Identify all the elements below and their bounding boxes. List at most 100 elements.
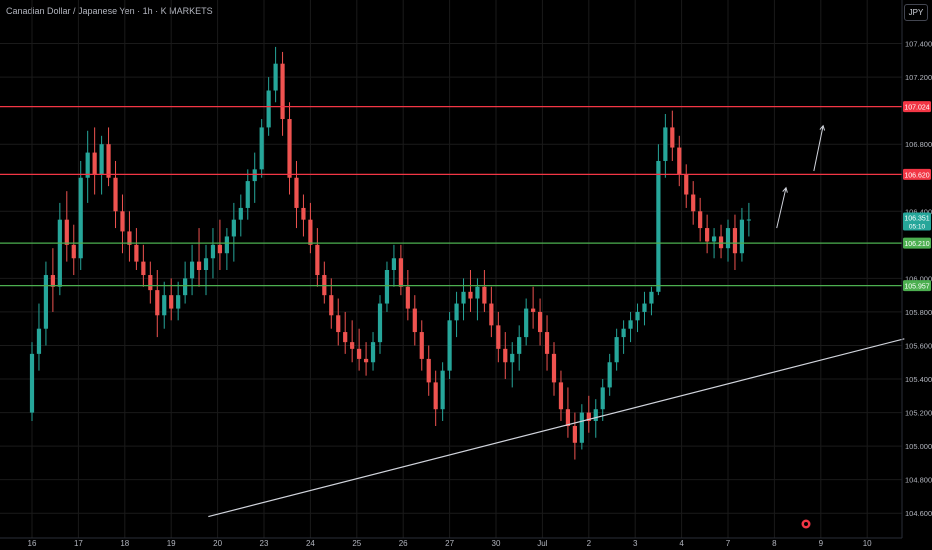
candle <box>510 342 515 388</box>
candle <box>656 144 661 296</box>
candle-body <box>551 353 557 383</box>
ascending-trendline <box>208 338 905 518</box>
candle <box>329 278 334 329</box>
candle <box>544 315 550 371</box>
candle <box>141 244 146 287</box>
candle-body <box>698 211 703 229</box>
trendline-layer[interactable] <box>208 124 905 518</box>
candle-body <box>663 127 668 161</box>
currency-button[interactable]: JPY <box>904 4 928 21</box>
candle <box>579 404 584 450</box>
candle-body <box>544 332 550 354</box>
candle-body <box>336 315 341 333</box>
candle-body <box>343 332 348 343</box>
candle-body <box>391 258 397 270</box>
candle <box>503 332 508 380</box>
candle <box>363 342 369 376</box>
price-tag-bg <box>903 101 931 113</box>
candle <box>162 281 167 329</box>
candle <box>419 320 424 371</box>
y-tick-label: 107.200 <box>905 73 932 82</box>
price-tag-label: 106.210 <box>904 241 929 248</box>
countdown-label: 05:10 <box>909 224 926 231</box>
candle <box>224 228 229 270</box>
candle-body <box>176 295 181 309</box>
arrow-shaft <box>813 125 824 172</box>
candle-body <box>266 90 271 128</box>
candle-body <box>607 362 612 388</box>
candle-body <box>120 211 125 232</box>
candle <box>391 244 397 287</box>
x-tick-label: Jul <box>537 539 547 548</box>
candle <box>496 311 501 363</box>
candle-body <box>433 382 438 410</box>
candle <box>92 127 97 195</box>
candle-body <box>273 63 278 91</box>
projection-arrow <box>776 186 788 229</box>
candle-body <box>586 412 591 421</box>
price-tag-bg <box>903 280 931 292</box>
candle <box>50 248 55 312</box>
candle-body <box>127 231 132 245</box>
support-price-tag: 105.957 <box>903 280 931 292</box>
candle <box>691 181 696 225</box>
candle <box>384 261 390 312</box>
candle-body <box>670 127 675 148</box>
candle <box>231 202 236 262</box>
candle-body <box>718 236 724 249</box>
candle <box>287 102 292 195</box>
candle <box>468 270 473 312</box>
candle <box>433 370 438 426</box>
candle-body <box>384 270 390 304</box>
arrow-head <box>782 186 788 193</box>
candle <box>461 278 466 321</box>
candle <box>739 207 745 262</box>
candle <box>134 228 139 270</box>
candle <box>600 379 605 421</box>
candle-body <box>280 63 285 120</box>
candle <box>315 228 320 287</box>
candle-body <box>183 278 188 296</box>
candle-body <box>196 261 202 270</box>
candle <box>370 332 376 371</box>
event-marker-dot <box>804 522 808 526</box>
candle-body <box>106 144 111 178</box>
price-tag-bg <box>903 168 931 180</box>
candle <box>572 412 577 460</box>
candle-body <box>565 409 571 426</box>
candle-body <box>85 152 90 178</box>
candle <box>106 127 111 187</box>
current-price-label: 106.351 <box>904 216 929 223</box>
candle-body <box>419 332 424 359</box>
candle <box>531 286 536 329</box>
candle-body <box>217 244 223 254</box>
candle-body <box>739 219 745 254</box>
resistance-price-tag: 107.024 <box>903 101 931 113</box>
x-tick-label: 19 <box>167 539 176 548</box>
candle-body <box>134 244 139 262</box>
arrow-head <box>819 124 826 131</box>
candle-body <box>531 308 536 312</box>
y-tick-label: 106.000 <box>905 274 932 283</box>
x-tick-label: 8 <box>772 539 777 548</box>
horizontal-levels[interactable] <box>0 106 902 287</box>
y-tick-label: 104.600 <box>905 509 932 518</box>
candle <box>343 311 348 354</box>
candle-body <box>705 228 710 242</box>
event-marker-icon <box>801 519 811 529</box>
y-tick-label: 104.800 <box>905 476 932 485</box>
candle-body <box>649 291 654 304</box>
candle-body <box>405 286 410 309</box>
candle-body <box>113 177 118 212</box>
candle <box>593 399 598 438</box>
y-tick-label: 105.200 <box>905 409 932 418</box>
candle <box>412 295 417 346</box>
y-tick-label: 105.800 <box>905 308 932 317</box>
y-tick-label: 105.000 <box>905 442 932 451</box>
candle-body <box>36 328 42 354</box>
candle-body <box>57 219 62 287</box>
x-tick-label: 16 <box>28 539 37 548</box>
